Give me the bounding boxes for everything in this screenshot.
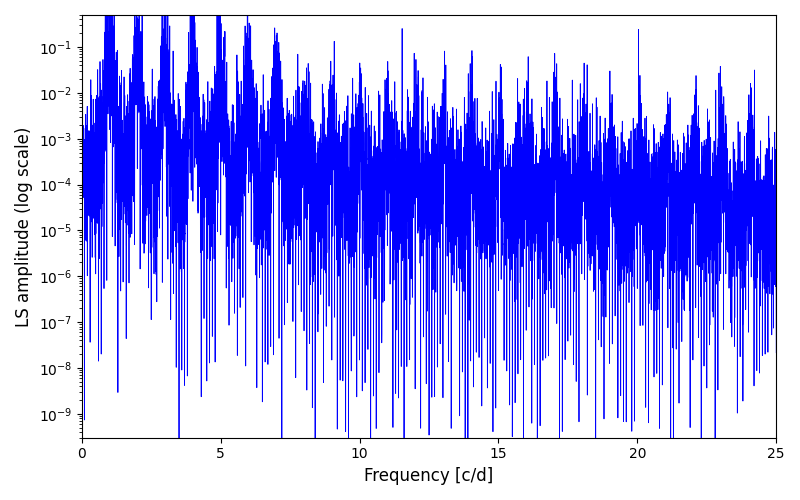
X-axis label: Frequency [c/d]: Frequency [c/d] bbox=[364, 467, 494, 485]
Y-axis label: LS amplitude (log scale): LS amplitude (log scale) bbox=[15, 126, 33, 326]
